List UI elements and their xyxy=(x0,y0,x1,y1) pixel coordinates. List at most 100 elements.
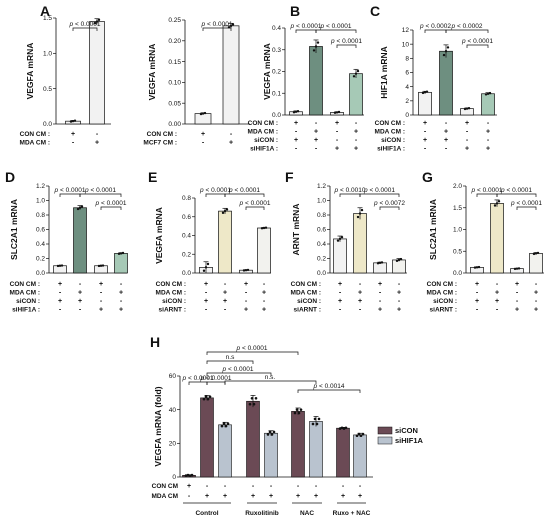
condition-label: MDA CM : xyxy=(248,129,278,136)
condition-mark: + xyxy=(204,298,208,305)
y-tick-label: 0.00 xyxy=(168,121,181,128)
condition-mark: - xyxy=(496,281,499,288)
p-rest: < 0.0072 xyxy=(378,200,406,207)
data-point xyxy=(446,46,450,49)
data-point xyxy=(208,395,212,398)
condition-mark: - xyxy=(336,137,339,144)
condition-mark: + xyxy=(397,290,401,297)
data-point xyxy=(268,430,272,434)
condition-mark: + xyxy=(354,146,358,153)
data-point xyxy=(95,20,99,23)
condition-label: siARNT : xyxy=(430,307,457,314)
condition-label: siCON : xyxy=(254,137,278,144)
condition-mark: + xyxy=(475,298,479,305)
data-point xyxy=(226,422,230,425)
condition-mark: + xyxy=(444,137,448,144)
p-value-label: p < 0.0002 xyxy=(451,23,483,30)
bar xyxy=(481,93,495,116)
p-rest: < 0.0001 xyxy=(99,200,127,207)
p-value-label: p < 0.0002 xyxy=(419,23,451,30)
condition-mark: - xyxy=(424,129,427,136)
p-value-label: p < 0.0001 xyxy=(199,187,231,194)
data-point xyxy=(97,18,101,22)
condition-label: CON CM : xyxy=(291,281,321,288)
condition-mark: + xyxy=(465,146,469,153)
significance-bracket xyxy=(424,29,447,33)
condition-label: siHIF1A : xyxy=(377,146,405,153)
p-symbol: p xyxy=(334,187,339,194)
data-point xyxy=(357,432,361,436)
significance-bracket xyxy=(445,29,489,33)
y-tick-label: 2 xyxy=(405,98,409,105)
y-tick-label: 0.6 xyxy=(36,227,45,234)
p-value-label: p < 0.0001 xyxy=(330,38,362,45)
p-rest: < 0.0001 xyxy=(205,21,233,28)
condition-mark: - xyxy=(445,146,448,153)
significance-bracket xyxy=(297,389,361,393)
condition-mark: + xyxy=(397,307,401,314)
significance-bracket xyxy=(379,206,400,210)
significance-bracket xyxy=(188,381,208,385)
data-point xyxy=(376,262,380,265)
p-value-label: p < 0.0001 xyxy=(84,187,116,194)
data-point xyxy=(354,72,358,75)
significance-bracket xyxy=(516,206,537,210)
y-tick-label: 1.5 xyxy=(43,15,52,22)
significance-bracket xyxy=(206,351,299,355)
y-tick-label: 0.0 xyxy=(453,270,462,277)
p-rest: < 0.0001 xyxy=(233,187,261,194)
condition-mark: - xyxy=(445,120,448,127)
condition-mark: + xyxy=(335,120,339,127)
data-point xyxy=(188,474,192,477)
legend-label: siCON xyxy=(395,426,418,435)
y-tick-label: 0.1 xyxy=(272,90,281,97)
panel-letter: C xyxy=(370,3,380,19)
condition-mark: - xyxy=(263,281,266,288)
bar xyxy=(439,50,453,116)
p-value-label: p < 0.0072 xyxy=(373,200,405,207)
panel-letter: A xyxy=(40,3,50,19)
condition-mark: + xyxy=(294,137,298,144)
p-rest: < 0.0001 xyxy=(294,23,322,30)
panel-letter: F xyxy=(285,169,294,185)
data-point xyxy=(333,111,337,114)
y-tick-label: 0.2 xyxy=(36,256,45,263)
condition-mark: + xyxy=(294,120,298,127)
y-tick-label: 0.0 xyxy=(36,270,45,277)
p-value-label: p < 0.0010 xyxy=(334,187,366,194)
data-point xyxy=(395,259,399,263)
bar xyxy=(73,207,87,274)
p-value-label: p < 0.0001 xyxy=(239,200,271,207)
condition-label: MCF7 CM : xyxy=(143,140,177,147)
data-point xyxy=(203,111,207,115)
p-symbol: p xyxy=(228,187,233,194)
data-point xyxy=(421,91,425,95)
data-point xyxy=(340,235,344,239)
y-tick-label: 0.4 xyxy=(182,233,191,240)
y-tick-label: 0.05 xyxy=(168,100,181,107)
y-tick-label: 2.0 xyxy=(453,183,462,190)
significance-bracket xyxy=(359,193,400,197)
panel-A: A VEGFA mRNA 0.0 0.5 1.0 1.5 p < 0.0001 CON CM … xyxy=(20,3,111,147)
condition-mark: + xyxy=(378,281,382,288)
p-rest: < 0.0001 xyxy=(335,38,363,45)
condition-label: siCON : xyxy=(381,137,405,144)
significance-bracket xyxy=(295,29,317,33)
y-tick-label: 12 xyxy=(402,27,410,34)
data-point xyxy=(338,427,342,430)
data-point xyxy=(340,426,344,430)
data-point xyxy=(93,22,97,25)
y-tick-label: 0.4 xyxy=(272,25,281,32)
condition-mark: + xyxy=(58,298,62,305)
y-tick-label: 0.8 xyxy=(36,212,45,219)
condition-mark: - xyxy=(424,146,427,153)
condition-mark: - xyxy=(339,290,342,297)
condition-mark: - xyxy=(339,307,342,314)
significance-bracket xyxy=(79,193,122,197)
bar xyxy=(373,262,387,274)
condition-mark: + xyxy=(58,281,62,288)
condition-mark: + xyxy=(314,137,318,144)
data-point xyxy=(337,110,341,114)
condition-mark: + xyxy=(495,290,499,297)
